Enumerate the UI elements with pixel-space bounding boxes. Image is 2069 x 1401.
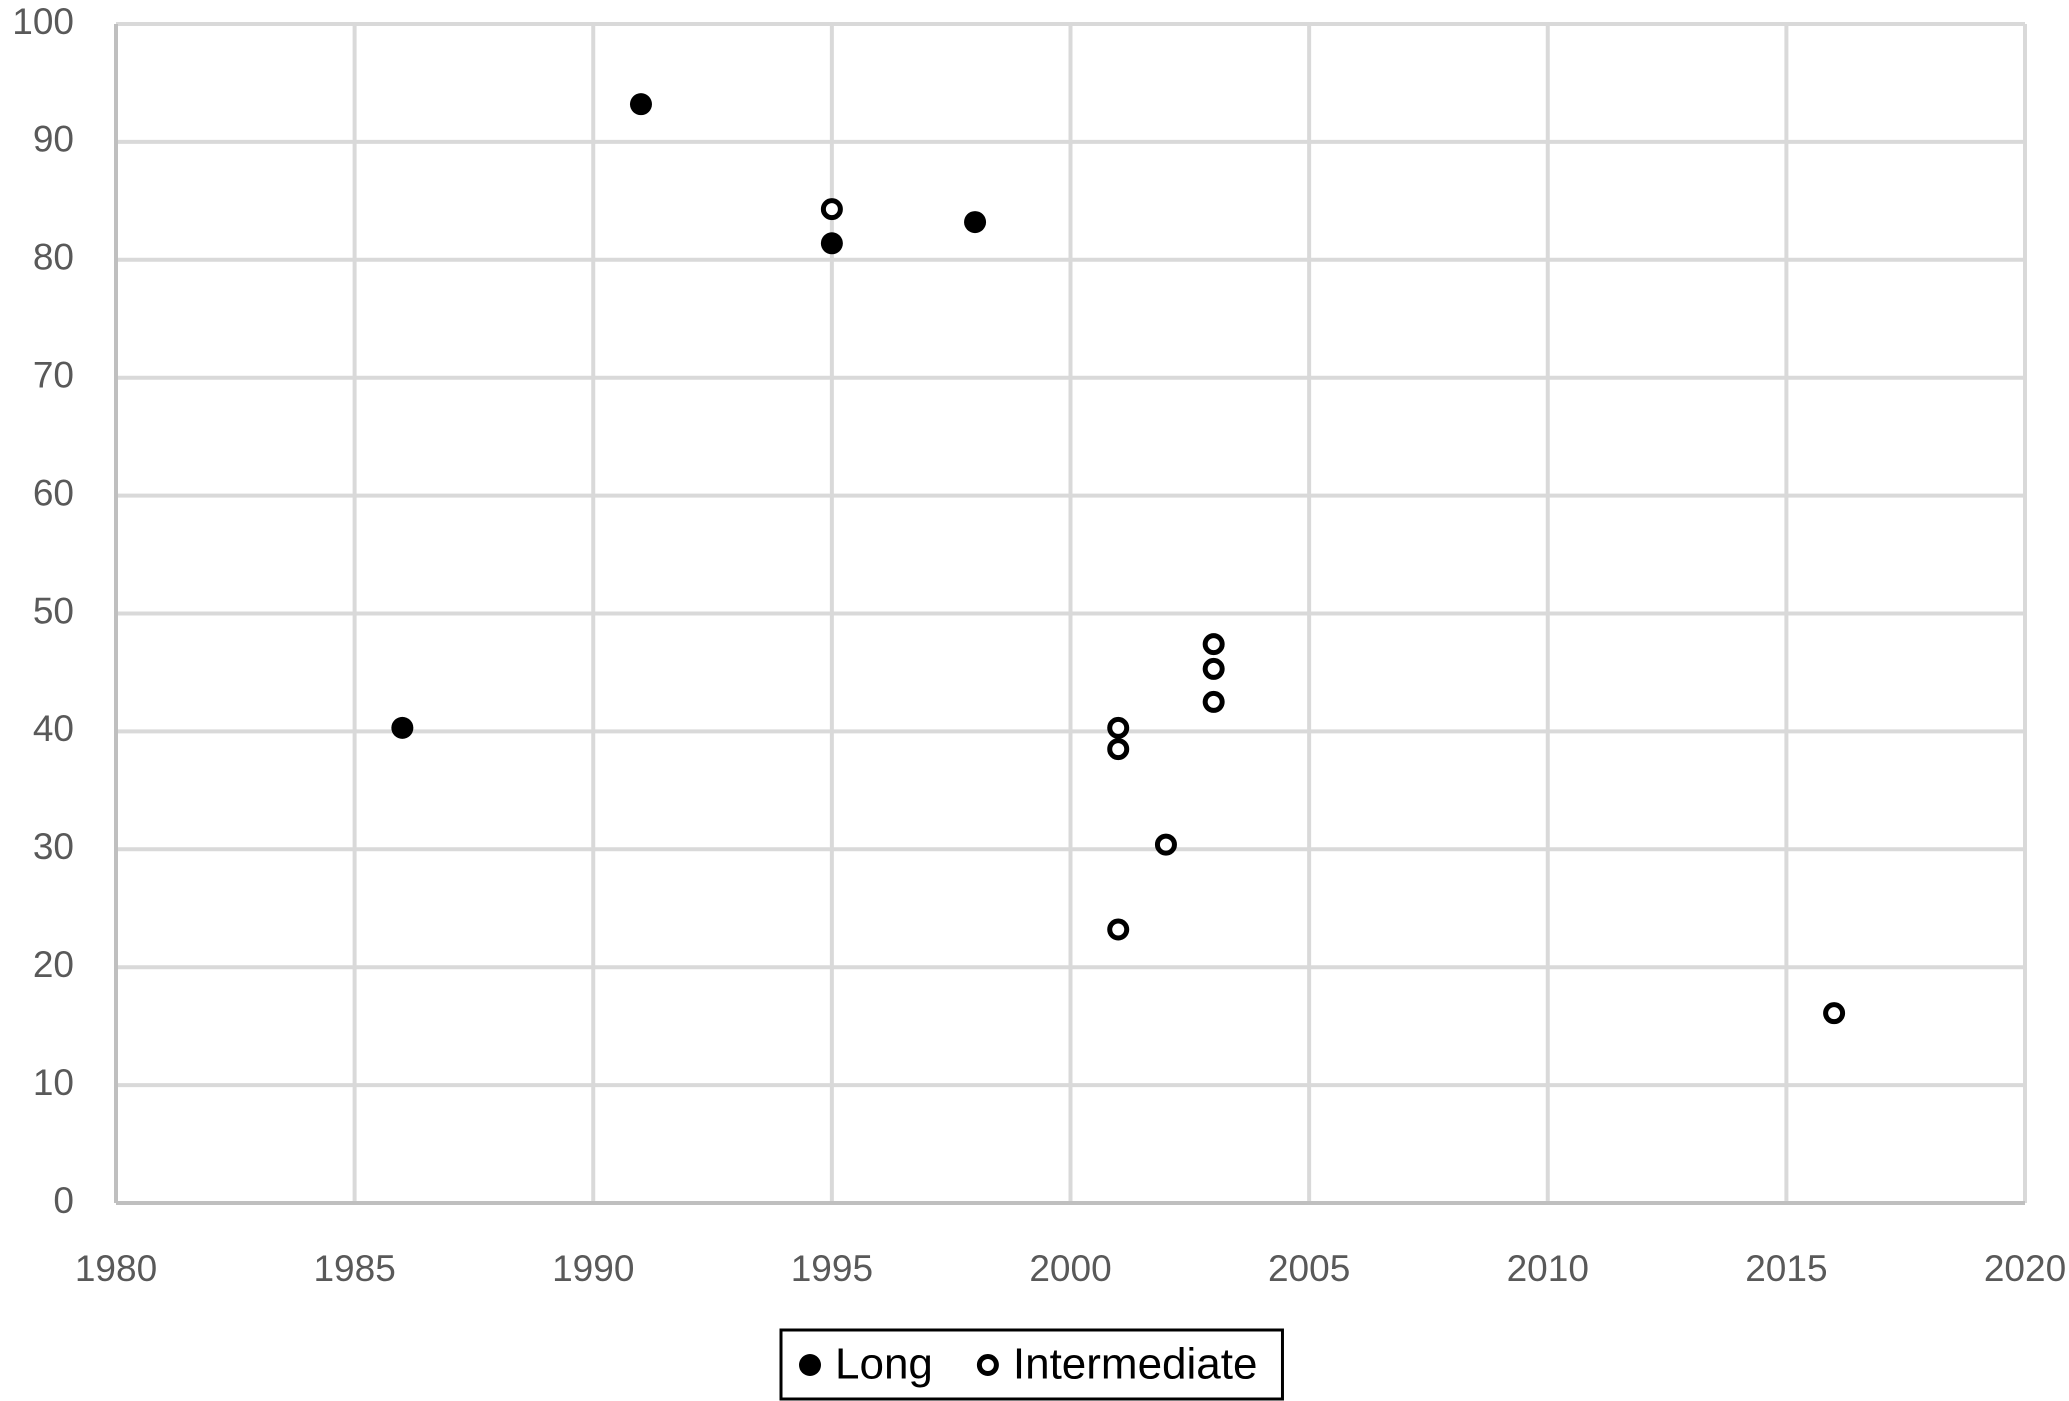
marker — [1202, 690, 1225, 713]
y-tick-label: 50 — [33, 590, 74, 631]
x-tick-label: 1980 — [75, 1248, 157, 1289]
x-tick-label: 2000 — [1029, 1248, 1111, 1289]
marker — [820, 198, 843, 221]
marker — [1107, 738, 1130, 761]
x-tick-label: 1985 — [313, 1248, 395, 1289]
marker — [820, 232, 843, 255]
marker — [391, 716, 414, 739]
x-tick-label: 2015 — [1745, 1248, 1827, 1289]
y-tick-label: 0 — [53, 1180, 74, 1221]
y-tick-label: 60 — [33, 472, 74, 513]
marker — [1107, 918, 1130, 941]
legend-label: Intermediate — [1013, 1340, 1258, 1389]
y-tick-label: 20 — [33, 944, 74, 985]
y-tick-label: 40 — [33, 708, 74, 749]
y-tick-label: 30 — [33, 826, 74, 867]
marker — [629, 93, 652, 116]
x-tick-label: 1990 — [552, 1248, 634, 1289]
y-tick-label: 70 — [33, 354, 74, 395]
y-tick-label: 80 — [33, 237, 74, 278]
y-tick-label: 100 — [12, 1, 74, 42]
y-tick-label: 90 — [33, 119, 74, 160]
legend-label: Long — [835, 1340, 933, 1389]
x-tick-label: 2020 — [1984, 1248, 2066, 1289]
marker — [1202, 657, 1225, 680]
legend-marker — [976, 1354, 999, 1376]
marker — [1107, 716, 1130, 739]
marker — [1154, 833, 1177, 856]
legend-box — [779, 1328, 1284, 1401]
marker — [964, 211, 987, 234]
marker — [1202, 633, 1225, 656]
legend: Long Intermediate — [779, 1328, 1284, 1401]
y-tick-label: 10 — [33, 1062, 74, 1103]
marker — [1823, 1002, 1846, 1025]
x-tick-label: 1995 — [791, 1248, 873, 1289]
x-tick-label: 2010 — [1507, 1248, 1589, 1289]
legend-marker — [799, 1354, 821, 1376]
x-tick-label: 2005 — [1268, 1248, 1350, 1289]
